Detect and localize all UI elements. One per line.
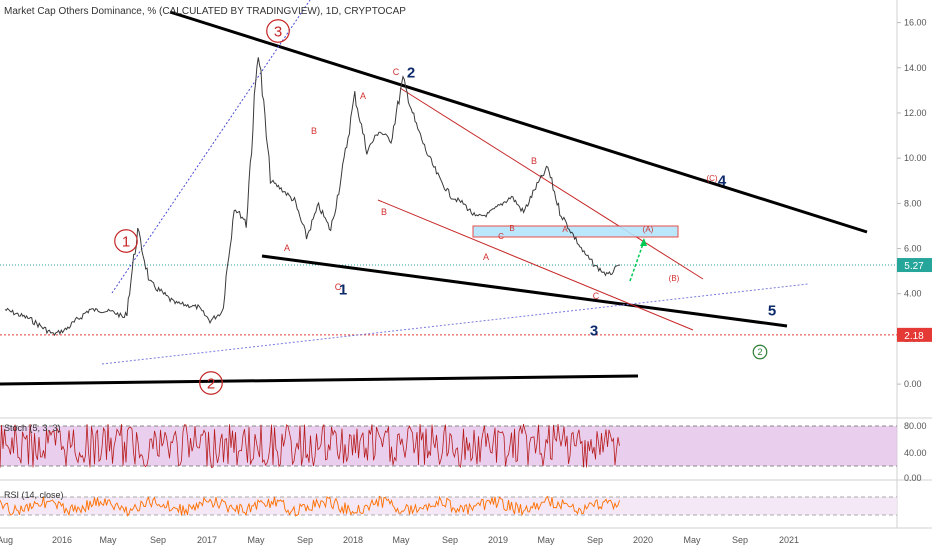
stoch-tick-label: 40.00 [904,448,927,458]
stoch-tick-label: 80.00 [904,421,927,431]
stoch-line [0,423,620,469]
x-tick-label: 2019 [488,535,508,545]
price-series-line [4,57,621,337]
wave-label: B [381,207,387,217]
wave-label: 3 [590,322,598,339]
x-tick-label: 2018 [343,535,363,545]
wave-label: (B) [669,274,680,283]
chart-title: Market Cap Others Dominance, % (CALCULAT… [4,6,406,17]
x-tick-label: Sep [732,535,748,545]
wave-label: B [531,156,537,166]
wave-label: 1 [122,233,130,250]
y-tick-label: 6.00 [904,244,922,254]
wave-circle [266,19,290,43]
base-trendline [0,374,639,386]
wave-label: B [509,224,514,233]
resistance-box [472,225,679,238]
x-tick-label: May [392,535,410,545]
wave-circle [114,229,138,253]
projection-arrowhead [640,238,647,246]
x-tick-label: 2020 [633,535,653,545]
wave-label: A [284,243,290,253]
wave-label: 4 [718,172,727,189]
wave-label: 1 [339,281,347,298]
wave-label: A [360,91,366,101]
stoch-label: Stoch (5, 3, 3) [4,423,61,433]
wave-label: 2 [207,375,215,392]
wave-circle [752,344,768,360]
level-badge: 2.18 [904,331,924,342]
x-tick-label: 2017 [197,535,217,545]
x-tick-label: Sep [442,535,458,545]
x-tick-label: Sep [297,535,313,545]
wave-label: (A) [643,225,654,234]
channel-upper-line [399,87,704,280]
steep-channel-line [111,0,311,294]
y-tick-label: 16.00 [904,18,927,28]
y-tick-label: 14.00 [904,63,927,73]
x-tick-label: Aug [0,535,13,545]
wave-label: A [483,252,489,262]
wave-label: C [498,232,504,241]
x-tick-label: 2021 [779,535,799,545]
y-tick-label: 0.00 [904,379,922,389]
y-tick-label: 12.00 [904,108,927,118]
projection-arrow [629,240,645,282]
rsi-label: RSI (14, close) [4,490,64,500]
wave-label: C [335,282,342,292]
wave-label: 2 [407,64,415,81]
rsi-line [0,495,620,517]
price-badge: 5.27 [904,261,924,272]
long-support-line [101,283,809,365]
y-tick-label: 10.00 [904,153,927,163]
wave-label: B [311,126,317,136]
wave-label: (C) [706,174,717,183]
wave-label: 3 [274,23,282,40]
price-badge-bg [897,258,932,273]
wave-circle [199,371,223,395]
level-badge-bg [897,327,932,342]
x-tick-label: May [247,535,265,545]
x-tick-label: May [537,535,555,545]
wave-label: 2 [757,347,762,357]
wedge-upper-trendline [169,10,868,234]
y-tick-label: 4.00 [904,289,922,299]
x-tick-label: May [99,535,117,545]
wave-label: C [593,291,600,301]
x-tick-label: May [683,535,701,545]
x-tick-label: 2016 [52,535,72,545]
x-tick-label: Sep [587,535,603,545]
wave-label: 5 [768,302,776,319]
wedge-lower-trendline [261,254,788,328]
y-tick-label: 8.00 [904,198,922,208]
stoch-tick-label: 0.00 [904,473,922,483]
channel-lower-line [377,199,694,331]
wave-label: C [393,67,400,77]
wave-label: A [562,225,568,234]
x-tick-label: Sep [150,535,166,545]
